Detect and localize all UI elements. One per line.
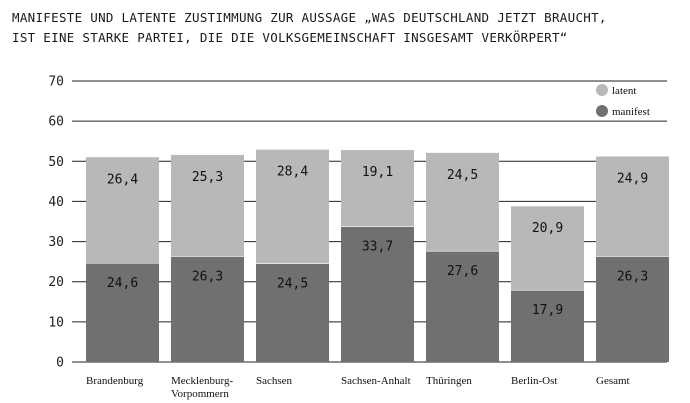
y-axis: 0 10 20 30 40 50 60 70 bbox=[48, 75, 64, 371]
bar-stack: 24,9 26,3 bbox=[596, 156, 669, 362]
bar-latent bbox=[596, 156, 669, 257]
bar-manifest bbox=[86, 263, 159, 362]
bar-stack: 20,9 17,9 bbox=[511, 206, 584, 362]
data-label-manifest: 27,6 bbox=[447, 264, 478, 279]
data-label-latent: 26,4 bbox=[107, 172, 138, 187]
bar-manifest bbox=[511, 290, 584, 362]
bar-stack: 24,5 27,6 bbox=[426, 152, 499, 362]
x-tick-label: Mecklenburg-Vorpommern bbox=[171, 375, 233, 400]
x-tick-label-line: Brandenburg bbox=[86, 375, 144, 387]
data-label-manifest: 24,5 bbox=[277, 277, 308, 292]
data-label-latent: 24,5 bbox=[447, 168, 478, 183]
data-label-manifest: 26,3 bbox=[192, 269, 223, 284]
x-tick-label: Sachsen-Anhalt bbox=[341, 375, 411, 387]
x-tick-label: Thüringen bbox=[426, 375, 472, 387]
bar-manifest bbox=[171, 256, 244, 362]
y-tick-label-30: 30 bbox=[48, 235, 64, 250]
data-label-latent: 19,1 bbox=[362, 165, 393, 180]
x-tick-label-line: Berlin-Ost bbox=[511, 375, 557, 387]
bar-latent bbox=[426, 152, 499, 252]
bar-latent bbox=[171, 154, 244, 257]
x-tick-label: Sachsen bbox=[256, 375, 293, 387]
legend-swatch-latent bbox=[596, 84, 608, 96]
bar-stack: 26,4 24,6 bbox=[86, 157, 159, 362]
x-tick-label-line: Thüringen bbox=[426, 375, 472, 387]
data-label-latent: 20,9 bbox=[532, 221, 563, 236]
bar-manifest bbox=[596, 256, 669, 362]
data-label-latent: 24,9 bbox=[617, 171, 648, 186]
x-tick-label-line: Gesamt bbox=[596, 375, 630, 387]
bar-manifest bbox=[426, 251, 499, 362]
x-tick-label-line: Sachsen-Anhalt bbox=[341, 375, 411, 387]
x-axis: Brandenburg Mecklenburg-Vorpommern Sachsen… bbox=[86, 375, 630, 400]
y-tick-label-70: 70 bbox=[48, 75, 64, 90]
legend-label-manifest: manifest bbox=[612, 106, 650, 118]
bar-latent bbox=[86, 157, 159, 264]
chart-title: MANIFESTE UND LATENTE ZUSTIMMUNG ZUR AUS… bbox=[12, 8, 682, 48]
bar-stack: 19,1 33,7 bbox=[341, 150, 414, 362]
y-tick-label-40: 40 bbox=[48, 195, 64, 210]
data-label-latent: 25,3 bbox=[192, 170, 223, 185]
legend: latent manifest bbox=[596, 84, 650, 118]
data-label-manifest: 24,6 bbox=[107, 276, 138, 291]
bar-manifest bbox=[256, 263, 329, 362]
bars: 26,4 24,6 25,3 26,3 28,4 24,5 19,1 33,7 24,5 27,6… bbox=[86, 149, 669, 362]
y-tick-label-50: 50 bbox=[48, 155, 64, 170]
data-label-latent: 28,4 bbox=[277, 165, 308, 180]
chart-title-line-1: MANIFESTE UND LATENTE ZUSTIMMUNG ZUR AUS… bbox=[12, 10, 607, 25]
x-tick-label: Gesamt bbox=[596, 375, 630, 387]
y-tick-label-60: 60 bbox=[48, 115, 64, 130]
x-tick-label-line: Mecklenburg- bbox=[171, 375, 233, 387]
data-label-manifest: 17,9 bbox=[532, 303, 563, 318]
y-tick-label-20: 20 bbox=[48, 275, 64, 290]
bar-stack: 25,3 26,3 bbox=[171, 154, 244, 362]
bar-latent bbox=[341, 150, 414, 227]
data-label-manifest: 26,3 bbox=[617, 269, 648, 284]
chart-title-line-2: IST EINE STARKE PARTEI, DIE DIE VOLKSGEM… bbox=[12, 30, 568, 45]
bar-manifest bbox=[341, 226, 414, 362]
bar-stack: 28,4 24,5 bbox=[256, 149, 329, 362]
bar-latent bbox=[256, 149, 329, 264]
y-tick-label-0: 0 bbox=[56, 356, 64, 371]
x-tick-label: Brandenburg bbox=[86, 375, 144, 387]
y-tick-label-10: 10 bbox=[48, 315, 64, 330]
legend-swatch-manifest bbox=[596, 105, 608, 117]
bar-latent bbox=[511, 206, 584, 291]
x-tick-label: Berlin-Ost bbox=[511, 375, 557, 387]
legend-label-latent: latent bbox=[612, 85, 636, 97]
x-tick-label-line: Sachsen bbox=[256, 375, 293, 387]
x-tick-label-line: Vorpommern bbox=[171, 388, 229, 400]
data-label-manifest: 33,7 bbox=[362, 240, 393, 255]
